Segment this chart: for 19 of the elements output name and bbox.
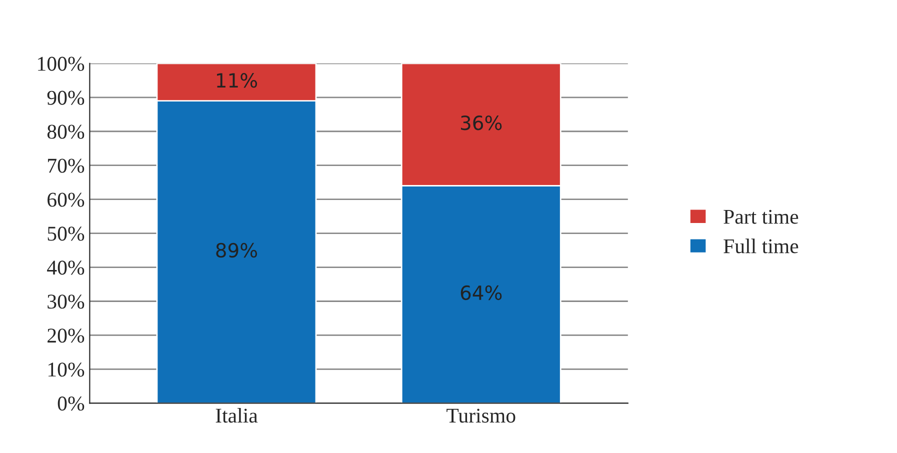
y-tick-label: 20% [48,328,84,343]
y-tick-label: 10% [48,362,84,377]
y-tick-label: 50% [48,226,84,241]
y-tick-label: 40% [47,260,84,275]
y-tick-label: 70% [48,158,84,173]
data-label: 89% [216,242,258,258]
data-label: 36% [460,116,502,130]
legend-label: Part time [724,210,798,224]
data-label: 64% [460,285,502,300]
y-tick-label: 60% [48,192,84,207]
y-tick-label: 90% [47,90,84,105]
x-tick-label: Turismo [446,408,516,423]
legend-label: Full time [724,238,798,254]
y-tick-label: 80% [47,124,84,139]
data-label: 11% [217,73,258,88]
y-tick-label: 0% [58,396,84,411]
y-tick-label: 30% [48,294,84,309]
y-tick-label: 100% [38,56,84,71]
x-tick-label: Italia [216,408,258,423]
